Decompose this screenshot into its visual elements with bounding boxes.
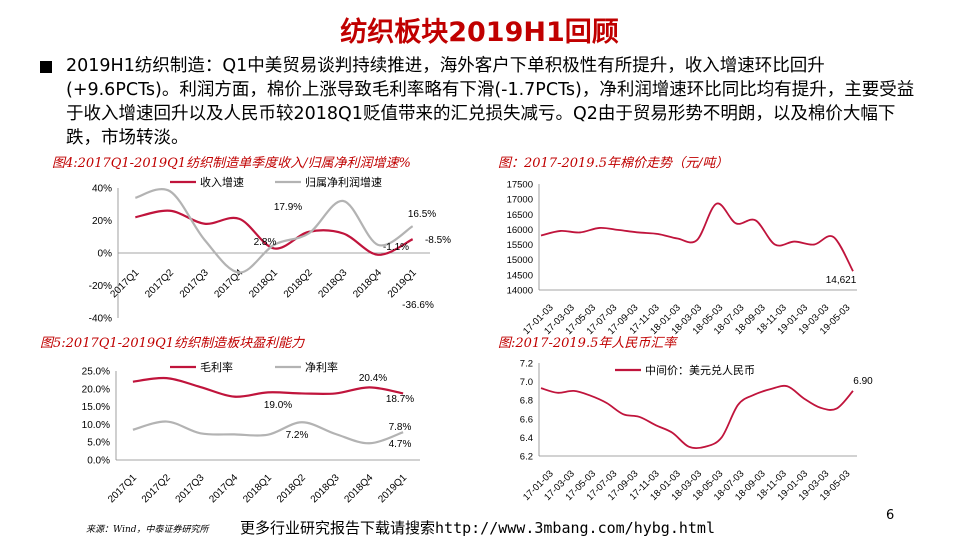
data-label: 2.8%: [254, 237, 277, 248]
x-tick-label: 2018Q4: [351, 267, 384, 300]
chart1-caption: 图4:2017Q1-2019Q1纺织制造单季度收入/归属净利润增速%: [52, 156, 411, 171]
x-tick-label: 2018Q1: [247, 267, 280, 300]
summary-paragraph: 2019H1纺织制造：Q1中美贸易谈判持续推进，海外客户下单积极性有所提升，收入…: [66, 56, 915, 148]
y-tick-label: 10.0%: [82, 420, 110, 431]
y-tick-label: 15500: [507, 240, 533, 251]
x-tick-label: 2018Q2: [282, 267, 315, 300]
chart-revenue-profit-growth: 40%20%0%-20%-40%2017Q1 2017Q2 2017Q3 2017Q4…: [89, 175, 452, 325]
x-tick-label: 2019Q1: [376, 472, 409, 505]
footer-link-prefix: 更多行业研究报告下载请搜索: [240, 519, 436, 537]
x-tick-label: 2017Q1: [109, 267, 142, 300]
y-tick-label: 14500: [507, 270, 533, 281]
y-tick-label: 7.0: [520, 377, 533, 388]
x-tick-label: 2017Q3: [178, 267, 211, 300]
data-label: 20.4%: [359, 373, 387, 384]
chart3-caption: 图5:2017Q1-2019Q1纺织制造板块盈利能力: [40, 336, 305, 351]
legend-label: 归属净利润增速: [305, 175, 382, 189]
y-tick-label: 0.0%: [87, 456, 110, 467]
y-tick-label: 25.0%: [82, 367, 110, 378]
data-label: 7.2%: [286, 430, 309, 441]
data-label: 18.7%: [386, 394, 414, 405]
chart-profitability: 25.0% 20.0% 15.0% 10.0% 5.0% 0.0% 2017Q1 2017Q2…: [82, 360, 420, 505]
y-tick-label: -20%: [89, 281, 112, 292]
page-title: 纺织板块2019H1回顾: [340, 17, 619, 48]
y-tick-label: 16000: [507, 225, 533, 236]
y-tick-label: 16500: [507, 210, 533, 221]
legend-label: 中间价：美元兑人民币: [645, 363, 755, 377]
data-label: -8.5%: [425, 235, 451, 246]
y-tick-label: 14000: [507, 286, 533, 297]
y-tick-label: 6.8: [520, 396, 533, 407]
series-line-1: [540, 202, 854, 272]
x-tick-label: 2019Q1: [386, 267, 419, 300]
y-tick-label: 7.2: [520, 359, 533, 370]
data-label: -1.1%: [383, 242, 409, 253]
x-tick-label: 2017Q2: [140, 472, 173, 505]
y-tick-label: 17000: [507, 195, 533, 206]
page-number: 6: [886, 508, 895, 523]
series-line-2: [132, 420, 404, 445]
legend-label: 净利率: [305, 360, 338, 374]
series-line-1: [540, 384, 854, 450]
y-tick-label: 15.0%: [82, 402, 110, 413]
data-label: -36.6%: [402, 300, 434, 311]
y-tick-label: 15000: [507, 255, 533, 266]
chart2-caption: 图：2017-2019.5年棉价走势（元/吨）: [498, 156, 729, 171]
y-tick-label: 0%: [98, 249, 113, 260]
data-label: 19.0%: [264, 400, 292, 411]
data-label: 6.90: [853, 376, 873, 387]
footer-source: 来源：Wind，中泰证券研究所: [86, 525, 209, 535]
data-label: 14,621: [826, 275, 857, 286]
x-tick-label: 2018Q3: [309, 472, 342, 505]
y-tick-label: 20.0%: [82, 384, 110, 395]
y-tick-label: 5.0%: [87, 438, 110, 449]
bullet-marker: [40, 61, 52, 73]
series-line-1: [132, 376, 404, 398]
data-label: 16.5%: [408, 209, 436, 220]
x-tick-label: 2017Q2: [143, 267, 176, 300]
x-tick-label: 2018Q4: [343, 472, 376, 505]
x-tick-label: 2017Q3: [174, 472, 207, 505]
data-label: 4.7%: [389, 439, 412, 450]
footer-download-link[interactable]: 更多行业研究报告下载请搜索http://www.3mbang.com/hybg.…: [240, 517, 715, 538]
chart-cotton-price: 17500 17000 16500 16000 15500 15000 14500 14000…: [507, 180, 857, 337]
legend-label: 收入增速: [200, 175, 244, 189]
x-tick-label: 2018Q3: [317, 267, 350, 300]
series-line-1: [135, 209, 414, 256]
x-tick-label: 2018Q2: [275, 472, 308, 505]
y-tick-label: 6.4: [520, 433, 533, 444]
series-line-2: [135, 188, 414, 274]
y-tick-label: 20%: [92, 216, 112, 227]
y-tick-label: 6.6: [520, 414, 533, 425]
x-tick-label: 2018Q1: [241, 472, 274, 505]
y-tick-label: 6.2: [520, 452, 533, 463]
chart-rmb-exchange-rate: 7.27.06.86.66.46.217-01-0317-03-0317-05-…: [520, 359, 873, 504]
footer-link-url[interactable]: http://www.3mbang.com/hybg.html: [435, 519, 715, 537]
y-tick-label: -40%: [89, 314, 112, 325]
y-tick-label: 17500: [507, 180, 533, 191]
x-tick-label: 2017Q1: [106, 472, 139, 505]
data-label: 17.9%: [274, 202, 302, 213]
y-tick-label: 40%: [92, 184, 112, 195]
x-tick-label: 2017Q4: [207, 472, 240, 505]
chart4-caption: 图:2017-2019.5年人民币汇率: [498, 336, 677, 351]
data-label: 7.8%: [389, 422, 412, 433]
legend-label: 毛利率: [200, 360, 233, 374]
